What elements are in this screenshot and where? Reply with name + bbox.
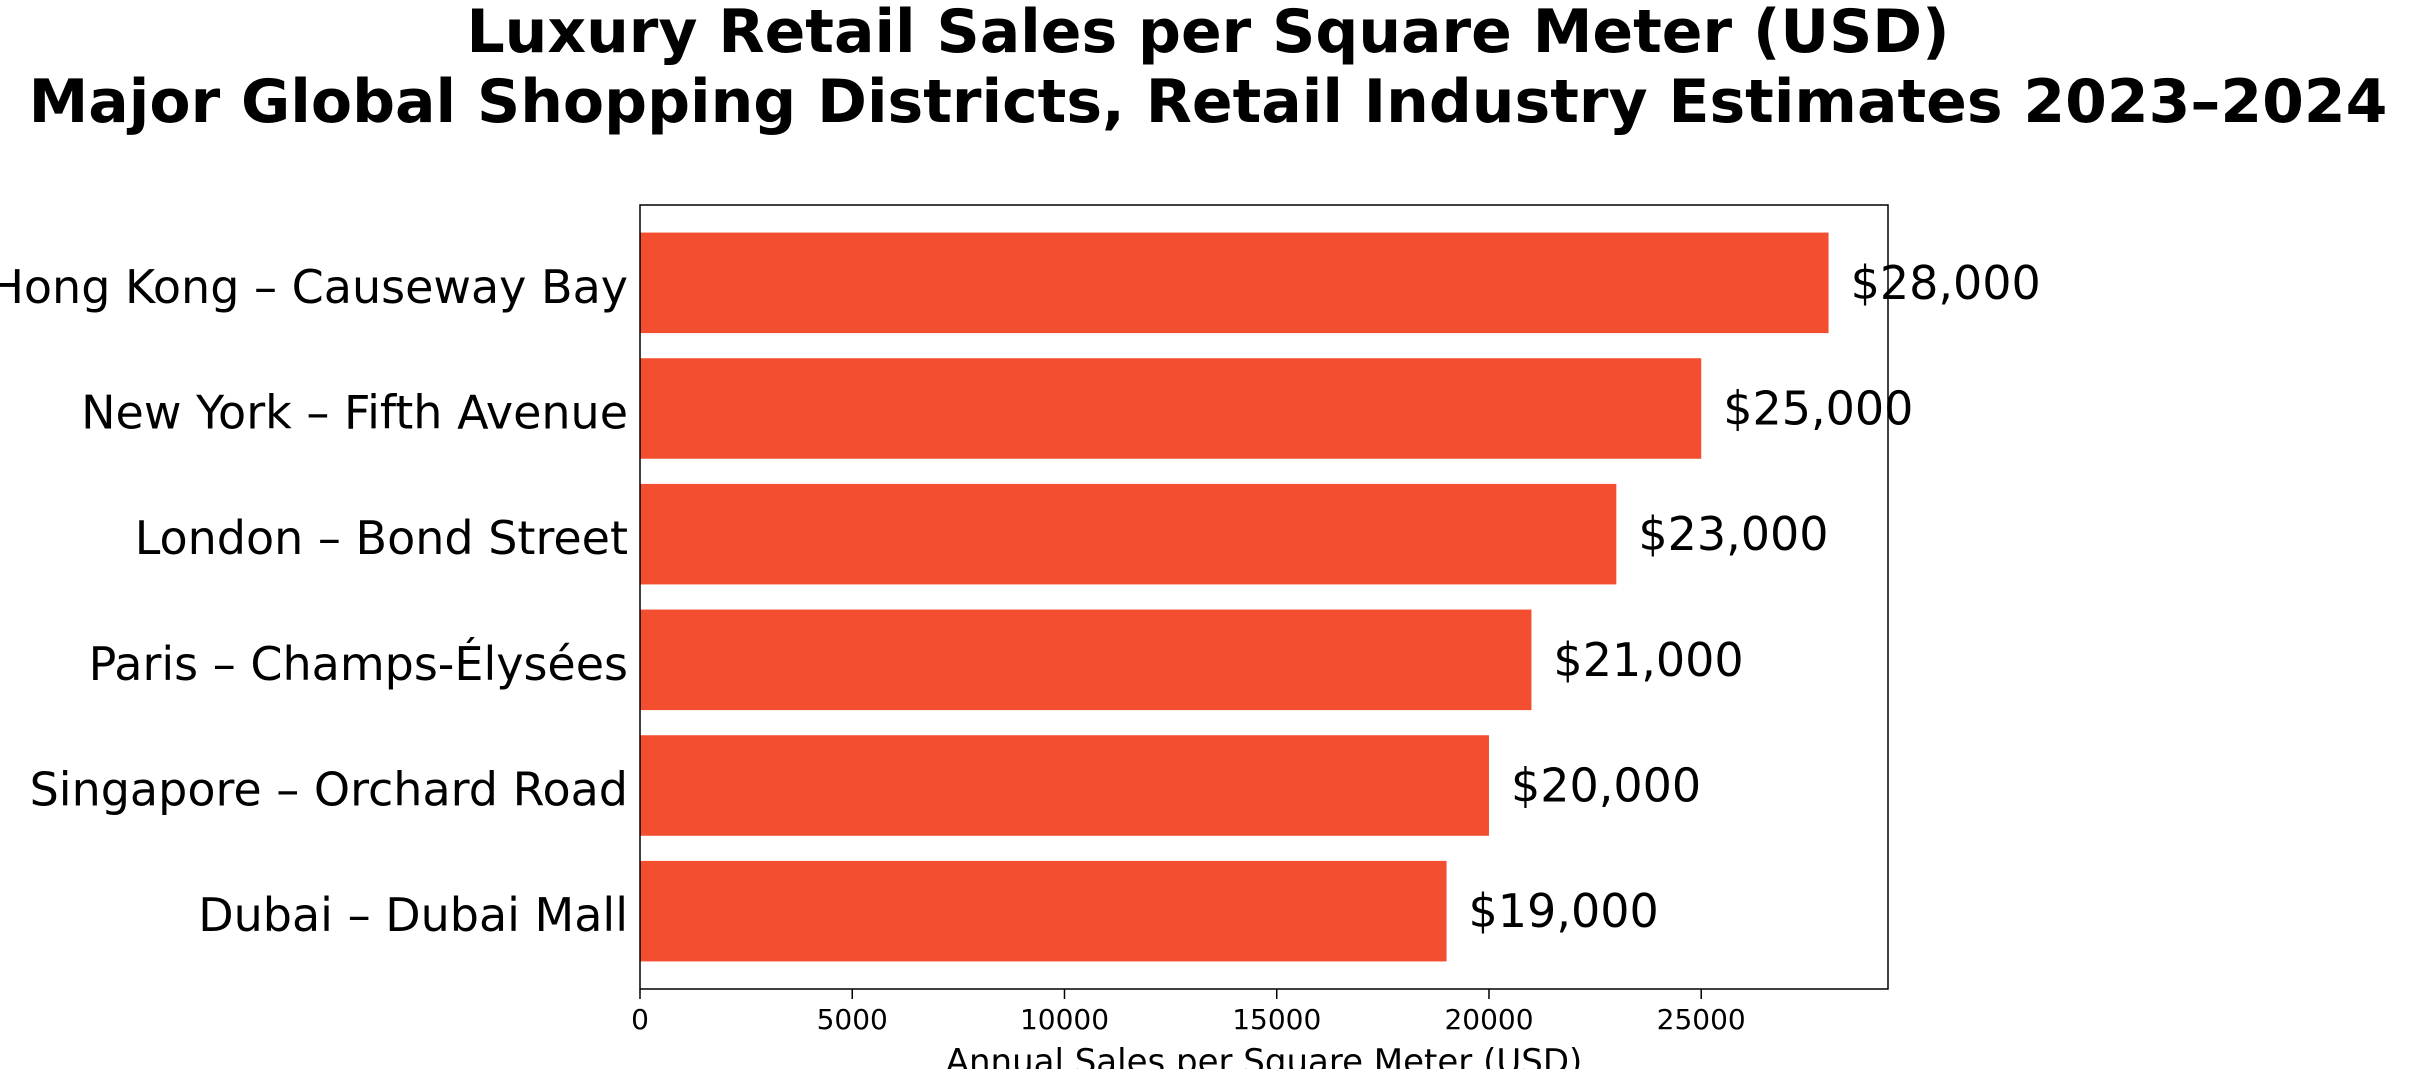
x-tick-label-0: 0 bbox=[631, 1003, 649, 1036]
bar-2 bbox=[640, 483, 1617, 585]
category-label-2: London – Bond Street bbox=[135, 511, 628, 565]
category-label-1: New York – Fifth Avenue bbox=[81, 386, 628, 440]
category-labels-layer: Hong Kong – Causeway Bay New York – Fifth… bbox=[0, 260, 628, 942]
x-tick-label-2: 10000 bbox=[1020, 1003, 1109, 1036]
value-label-4: $20,000 bbox=[1511, 759, 1701, 813]
value-label-3: $21,000 bbox=[1553, 633, 1743, 687]
chart-title-line-1: Luxury Retail Sales per Square Meter (US… bbox=[466, 0, 1949, 67]
bar-0 bbox=[640, 232, 1829, 334]
value-labels-layer: $28,000 $25,000 $23,000 $21,000 $20,000 $19,0… bbox=[1469, 256, 2041, 938]
category-label-4: Singapore – Orchard Road bbox=[30, 763, 628, 817]
bar-5 bbox=[640, 860, 1447, 962]
category-label-0: Hong Kong – Causeway Bay bbox=[0, 260, 628, 314]
x-axis-title: Annual Sales per Square Meter (USD) bbox=[946, 1042, 1583, 1069]
chart-title-line-2: Major Global Shopping Districts, Retail … bbox=[29, 67, 2388, 137]
category-label-3: Paris – Champs-Élysées bbox=[89, 637, 628, 691]
value-label-5: $19,000 bbox=[1469, 884, 1659, 938]
x-tick-label-4: 20000 bbox=[1444, 1003, 1533, 1036]
value-label-1: $25,000 bbox=[1723, 382, 1913, 436]
value-label-0: $28,000 bbox=[1851, 256, 2041, 310]
bars-layer bbox=[640, 232, 1829, 962]
x-axis-ticks: 0 5000 10000 15000 20000 25000 bbox=[631, 989, 1746, 1036]
x-tick-label-1: 5000 bbox=[817, 1003, 888, 1036]
plot-frame bbox=[639, 204, 1889, 990]
bar-3 bbox=[640, 609, 1532, 711]
category-label-5: Dubai – Dubai Mall bbox=[198, 888, 628, 942]
x-tick-label-5: 25000 bbox=[1657, 1003, 1746, 1036]
chart-title: Luxury Retail Sales per Square Meter (US… bbox=[29, 0, 2388, 137]
bar-4 bbox=[640, 735, 1489, 836]
x-tick-label-3: 15000 bbox=[1232, 1003, 1321, 1036]
bar-1 bbox=[640, 358, 1702, 459]
value-label-2: $23,000 bbox=[1638, 507, 1828, 561]
